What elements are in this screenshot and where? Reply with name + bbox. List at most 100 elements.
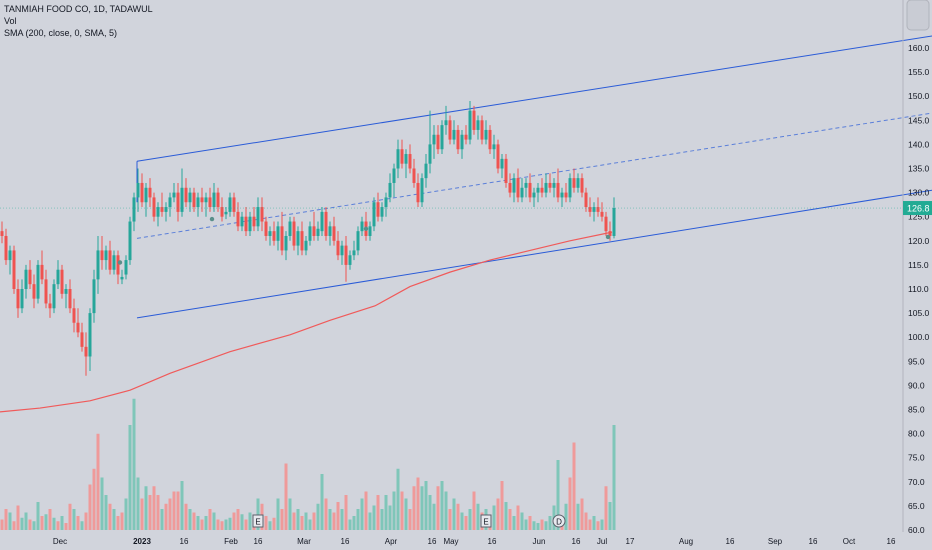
event-marker-label-0: E [255, 518, 260, 527]
volume-bars [0, 398, 616, 530]
candle-body-143 [572, 178, 576, 188]
volume-bar-75 [300, 516, 304, 530]
candle-body-63 [252, 216, 256, 227]
volume-bar-64 [256, 498, 260, 530]
volume-bar-103 [412, 486, 416, 530]
time-tick-4: 16 [254, 537, 263, 546]
volume-bar-55 [220, 521, 224, 530]
candle-body-34 [136, 182, 140, 198]
candle-body-83 [332, 226, 336, 241]
time-tick-17: Sep [768, 537, 783, 546]
candle-body-51 [204, 197, 208, 203]
volume-bar-80 [320, 474, 324, 530]
volume-bar-96 [384, 495, 388, 530]
candle-body-60 [240, 216, 244, 227]
candle-body-66 [264, 221, 268, 236]
volume-bar-70 [280, 509, 284, 530]
volume-bar-107 [428, 495, 432, 530]
candle-body-135 [540, 187, 544, 193]
volume-bar-57 [228, 517, 232, 530]
candle-body-113 [452, 129, 456, 140]
candlesticks [0, 101, 616, 376]
candle-body-31 [124, 260, 128, 275]
volume-bar-43 [172, 491, 176, 530]
price-tick-19: 155.0 [908, 67, 930, 77]
volume-bar-126 [504, 502, 508, 530]
time-tick-11: Jun [533, 537, 546, 546]
price-dot-1 [209, 216, 215, 222]
volume-bar-137 [548, 516, 552, 530]
sma-line [0, 231, 613, 413]
volume-bar-69 [276, 498, 280, 530]
candle-body-107 [428, 144, 432, 164]
volume-bar-133 [532, 521, 536, 530]
candle-body-95 [380, 207, 384, 217]
price-scale-widget[interactable] [906, 0, 930, 31]
volume-bar-49 [196, 516, 200, 530]
volume-bar-19 [76, 516, 80, 530]
candle-body-43 [172, 192, 176, 198]
volume-bar-29 [116, 516, 120, 530]
candle-body-148 [592, 207, 596, 212]
candle-body-81 [324, 211, 328, 236]
candle-body-50 [200, 197, 204, 203]
candle-body-138 [552, 182, 556, 188]
candle-body-2 [8, 250, 12, 261]
volume-bar-130 [520, 512, 524, 530]
volume-bar-2 [8, 512, 12, 530]
volume-bar-73 [292, 512, 296, 530]
candle-body-24 [96, 250, 100, 280]
volume-bar-97 [388, 505, 392, 530]
candle-body-68 [272, 231, 276, 241]
candle-body-20 [80, 332, 84, 347]
earnings-marker-box-1 [480, 514, 492, 528]
volume-bar-153 [612, 425, 616, 530]
volume-bar-100 [400, 491, 404, 530]
candle-body-89 [356, 231, 360, 251]
volume-bar-68 [272, 517, 276, 530]
volume-bar-108 [432, 503, 436, 530]
price-tick-4: 80.0 [908, 429, 925, 439]
legend-vol: Vol [4, 16, 17, 26]
volume-bar-26 [104, 495, 108, 530]
volume-bar-141 [564, 503, 568, 530]
volume-bar-128 [512, 516, 516, 530]
volume-bar-0 [0, 519, 4, 530]
volume-bar-39 [156, 495, 160, 530]
volume-bar-146 [584, 512, 588, 530]
time-tick-12: 16 [572, 537, 581, 546]
volume-bar-89 [356, 509, 360, 530]
trend-channel[interactable] [136, 35, 932, 319]
volume-bar-35 [140, 498, 144, 530]
candle-body-32 [128, 221, 132, 261]
volume-bar-4 [16, 505, 20, 530]
volume-bar-101 [404, 498, 408, 530]
volume-bar-98 [392, 491, 396, 530]
volume-bar-22 [88, 484, 92, 530]
price-tick-16: 140.0 [908, 139, 930, 149]
candle-body-8 [32, 284, 36, 299]
volume-bar-99 [396, 468, 400, 530]
candle-body-25 [100, 250, 104, 261]
sma-200-line [0, 231, 613, 413]
candle-body-92 [368, 226, 372, 236]
volume-bar-62 [248, 512, 252, 530]
candle-body-94 [376, 202, 380, 217]
candle-body-14 [56, 269, 60, 285]
candle-body-37 [148, 187, 152, 198]
volume-bar-106 [424, 481, 428, 530]
volume-bar-72 [288, 498, 292, 530]
volume-bar-144 [576, 503, 580, 530]
price-axis[interactable]: 60.0 65.0 70.0 75.0 80.0 85.0 90.0 95.0 100.0 105… [908, 19, 930, 535]
candle-body-67 [268, 231, 272, 236]
candle-body-53 [212, 192, 216, 208]
volume-bar-15 [60, 516, 64, 530]
time-tick-20: 16 [887, 537, 896, 546]
volume-bar-151 [604, 486, 608, 530]
volume-bar-53 [212, 512, 216, 530]
time-axis[interactable]: Dec 2023 16 Feb 16 Mar 16 Apr 16 May 16 Jun 16 Jul 17 A… [53, 537, 896, 546]
volume-bar-104 [416, 477, 420, 530]
